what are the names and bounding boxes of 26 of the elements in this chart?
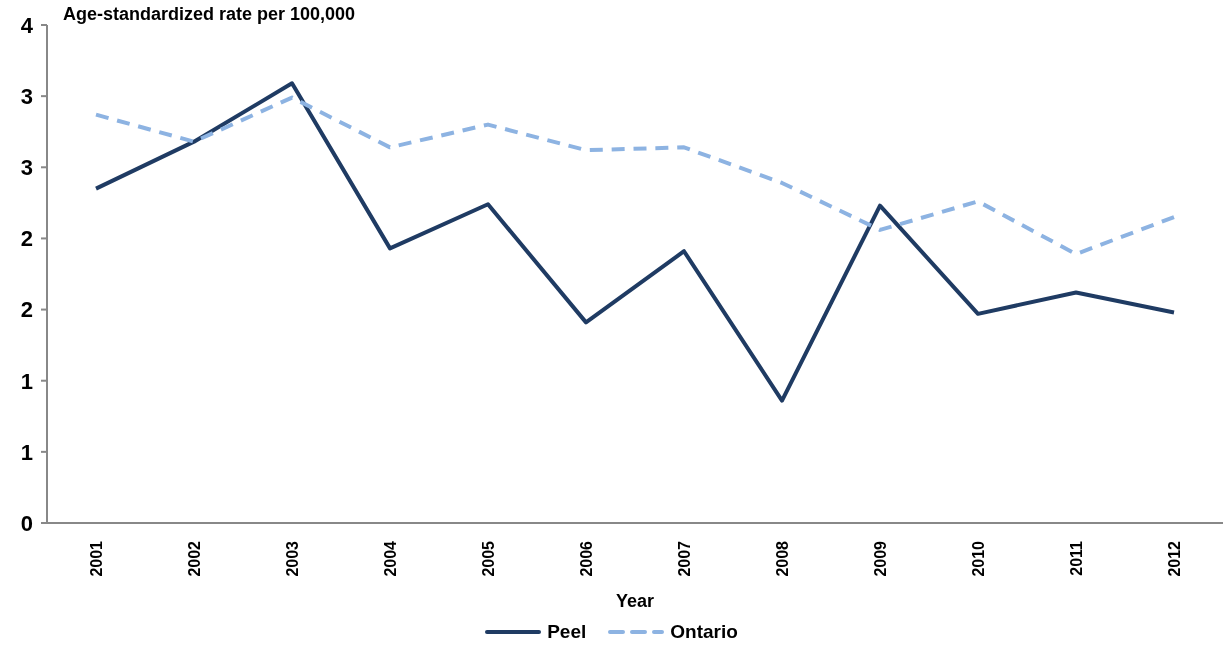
- y-tick-label: 1: [20, 439, 33, 465]
- y-tick-label: 3: [20, 155, 33, 181]
- x-tick-label: 2005: [479, 540, 497, 577]
- x-tick-label: 2012: [1165, 540, 1183, 577]
- legend-label: Ontario: [670, 621, 738, 643]
- y-tick-label: 2: [20, 226, 33, 252]
- legend-label: Peel: [547, 621, 587, 643]
- y-tick-label: 0: [20, 510, 33, 536]
- x-tick-label: 2004: [381, 540, 399, 577]
- y-axis-title: Age-standardized rate per 100,000: [63, 4, 356, 25]
- y-tick-label: 3: [20, 83, 33, 109]
- x-tick-label: 2007: [675, 540, 693, 577]
- line-series: [94, 81, 1176, 403]
- x-tick-label: 2003: [283, 540, 301, 577]
- x-tick-label: 2010: [969, 540, 987, 577]
- x-axis-title: Year: [615, 591, 655, 611]
- y-tick-label: 2: [20, 297, 33, 323]
- y-tick-label: 1: [20, 368, 33, 394]
- x-tick-label: 2009: [871, 540, 889, 577]
- x-tick-label: 2011: [1067, 540, 1085, 576]
- x-tick-label: 2002: [185, 540, 203, 577]
- line-series: [94, 95, 1176, 257]
- x-tick-label: 2006: [577, 540, 595, 577]
- x-tick-label: 2008: [773, 540, 791, 577]
- x-tick-label: 2001: [87, 540, 105, 577]
- y-tick-label: 4: [20, 12, 34, 38]
